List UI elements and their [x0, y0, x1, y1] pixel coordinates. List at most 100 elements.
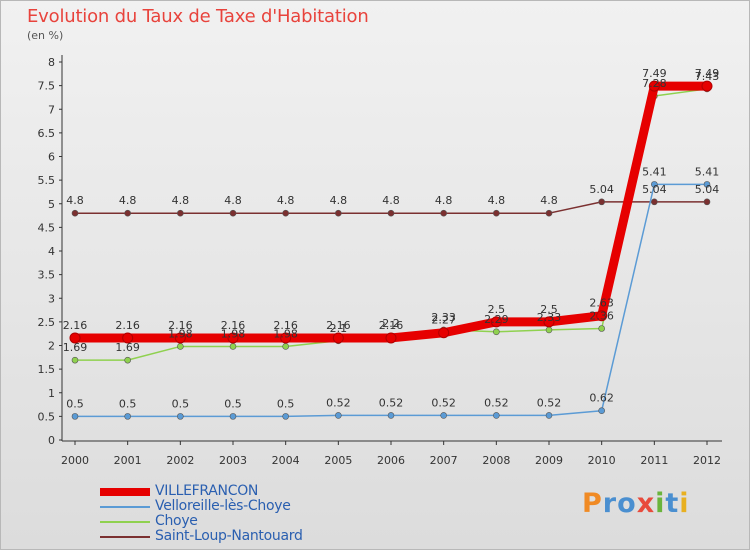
legend-label-villefrancon: VILLEFRANCON	[155, 483, 259, 499]
data-label: 4.8	[224, 194, 242, 207]
data-label: 7.49	[695, 67, 720, 80]
data-label: 4.8	[330, 194, 348, 207]
data-point	[282, 209, 289, 217]
legend-item-saint-loup: Saint-Loup-Nantouard	[100, 529, 303, 544]
data-label: 0.5	[119, 397, 137, 410]
data-label: 4.8	[435, 194, 453, 207]
data-point	[332, 332, 344, 344]
x-tick-label: 2003	[219, 454, 247, 467]
data-label: 0.52	[379, 396, 404, 409]
y-tick-label: 6.5	[38, 127, 56, 140]
data-label: 0.5	[277, 397, 295, 410]
data-point	[71, 209, 79, 217]
data-label: 2.33	[537, 311, 562, 324]
data-point	[124, 413, 131, 420]
data-label: 0.62	[589, 392, 614, 405]
legend-swatch-saint-loup	[100, 535, 150, 538]
data-label: 2.29	[484, 313, 509, 326]
data-label: 2.63	[589, 297, 614, 310]
data-point	[71, 413, 79, 420]
data-label: 1.98	[221, 327, 246, 340]
x-tick-label: 2010	[588, 454, 616, 467]
logo-letter: i	[679, 488, 690, 519]
data-label: 0.52	[484, 396, 509, 409]
data-label: 4.8	[382, 194, 400, 207]
x-tick-label: 2009	[535, 454, 563, 467]
data-point	[227, 332, 239, 344]
data-label: 0.52	[326, 396, 351, 409]
data-label: 4.8	[119, 194, 137, 207]
data-point	[124, 356, 131, 364]
data-point	[124, 209, 131, 217]
data-point	[438, 327, 450, 339]
x-tick-label: 2002	[166, 454, 194, 467]
proxiti-logo: Proxiti	[582, 488, 690, 519]
data-point	[177, 209, 184, 217]
data-label: 1.98	[168, 327, 193, 340]
data-point	[598, 325, 605, 332]
data-point	[651, 181, 658, 188]
y-tick-label: 5	[48, 198, 55, 211]
logo-letter: r	[602, 488, 618, 519]
legend-swatch-velloreille	[100, 505, 150, 508]
y-tick-label: 6	[48, 151, 55, 164]
data-point	[387, 412, 395, 419]
legend-swatch-choye	[100, 520, 150, 523]
data-point	[545, 412, 553, 419]
x-tick-label: 2007	[430, 454, 458, 467]
data-point	[229, 413, 237, 420]
data-label: 7.28	[642, 77, 667, 90]
logo-letter: i	[655, 488, 666, 519]
data-label: 0.52	[431, 396, 456, 409]
data-point	[177, 413, 184, 420]
logo-letter: x	[636, 488, 656, 519]
data-label: 2.1	[330, 322, 348, 335]
legend-label-choye: Choye	[155, 513, 198, 529]
x-tick-label: 2000	[61, 454, 89, 467]
data-label: 0.5	[172, 397, 190, 410]
data-label: 4.8	[172, 194, 190, 207]
x-tick-label: 2011	[640, 454, 668, 467]
legend-item-velloreille: Velloreille-lès-Choye	[100, 499, 303, 514]
data-label: 4.8	[488, 194, 506, 207]
data-point	[545, 326, 553, 334]
logo-letter: t	[665, 488, 680, 519]
data-label: 2.16	[115, 319, 140, 332]
legend-item-villefrancon: VILLEFRANCON	[100, 484, 303, 499]
y-tick-label: 1.5	[38, 363, 56, 376]
data-label: 0.5	[224, 397, 242, 410]
data-label: 0.5	[66, 397, 84, 410]
data-point	[490, 316, 502, 328]
data-point	[651, 198, 658, 206]
data-label: 5.04	[695, 183, 720, 196]
data-label: 7.49	[642, 67, 667, 80]
data-point	[71, 356, 79, 364]
data-point	[282, 343, 289, 350]
data-label: 2.16	[221, 319, 246, 332]
data-label: 5.41	[642, 165, 667, 178]
y-tick-label: 5.5	[38, 174, 56, 187]
data-point	[545, 209, 553, 217]
x-tick-label: 2012	[693, 454, 721, 467]
data-point	[596, 310, 608, 322]
data-point	[385, 332, 397, 344]
data-label: 4.8	[277, 194, 295, 207]
logo-letter: P	[582, 488, 603, 519]
data-point	[174, 332, 186, 344]
data-label: 2.16	[63, 319, 88, 332]
legend: VILLEFRANCON Velloreille-lès-Choye Choye…	[100, 484, 303, 544]
data-label: 7.43	[695, 70, 720, 83]
data-point	[543, 316, 555, 328]
data-label: 2.16	[326, 319, 351, 332]
data-point	[598, 198, 605, 206]
data-point	[282, 413, 289, 420]
data-point	[335, 209, 342, 217]
data-label: 2.27	[431, 314, 456, 327]
y-tick-label: 0.5	[38, 410, 56, 423]
data-label: 5.04	[642, 183, 667, 196]
y-tick-label: 3.5	[38, 269, 56, 282]
y-unit-label: (en %)	[27, 29, 64, 42]
data-label: 2.16	[379, 319, 404, 332]
x-tick-label: 2008	[482, 454, 510, 467]
legend-item-choye: Choye	[100, 514, 303, 529]
